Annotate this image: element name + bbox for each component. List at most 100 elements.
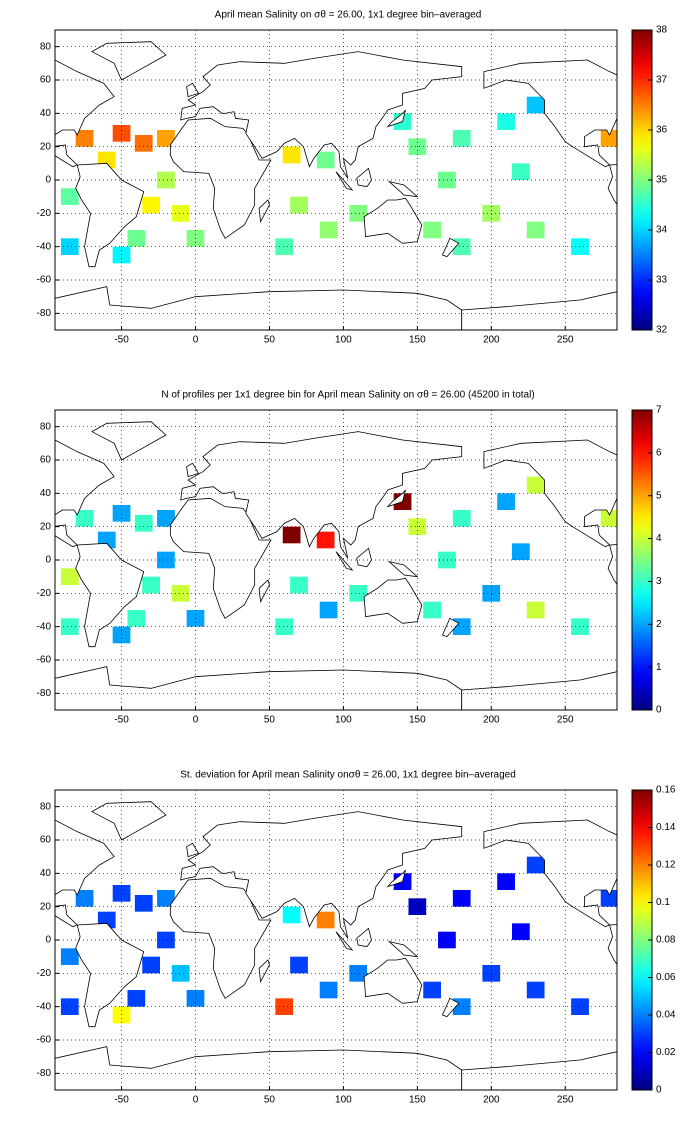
data-cell xyxy=(290,196,308,214)
y-tick-label: 80 xyxy=(40,801,52,812)
coastline xyxy=(55,41,463,330)
data-cell xyxy=(60,948,79,965)
x-tick-label: 150 xyxy=(409,335,426,346)
colorbar-tick-label: 0.16 xyxy=(656,785,676,796)
map-area xyxy=(55,420,617,710)
data-cell xyxy=(438,171,456,189)
data-cell xyxy=(127,990,146,1007)
data-cell xyxy=(423,601,442,619)
data-cell xyxy=(290,956,308,974)
data-cell xyxy=(112,125,131,142)
coastline xyxy=(55,420,463,710)
colorbar xyxy=(631,409,653,711)
data-cell xyxy=(157,551,175,569)
data-cell xyxy=(142,956,161,974)
data-cell xyxy=(60,188,79,205)
y-tick-label: -60 xyxy=(37,1035,52,1046)
data-cell xyxy=(134,895,153,912)
colorbar-tick-label: 0 xyxy=(656,705,662,716)
data-cell xyxy=(423,221,442,239)
colorbar-tick-label: 5 xyxy=(656,490,662,501)
data-cell xyxy=(142,196,161,214)
data-cell xyxy=(134,515,153,532)
data-cell xyxy=(75,510,94,527)
y-tick-label: 60 xyxy=(40,835,52,846)
y-tick-label: 20 xyxy=(40,901,52,912)
x-tick-label: 200 xyxy=(483,715,500,726)
map-area xyxy=(55,801,617,1090)
colorbar-tick-label: 35 xyxy=(656,175,668,186)
data-cell xyxy=(275,618,294,635)
data-cell xyxy=(112,885,131,902)
x-tick-label: -50 xyxy=(114,715,129,726)
data-cell xyxy=(319,601,338,619)
x-tick-label: 200 xyxy=(483,1095,500,1106)
colorbar-tick-label: 0.12 xyxy=(656,860,676,871)
data-cell xyxy=(600,890,617,907)
data-cell xyxy=(275,998,294,1015)
x-tick-label: 50 xyxy=(264,335,276,346)
colorbar-tick-label: 32 xyxy=(656,325,668,336)
data-cell xyxy=(290,576,308,594)
colorbar-tick-label: 36 xyxy=(656,125,668,136)
data-cell xyxy=(171,205,190,222)
y-tick-label: -20 xyxy=(37,208,52,219)
data-cell xyxy=(157,510,175,527)
data-cell xyxy=(526,601,545,619)
y-tick-label: 0 xyxy=(45,935,51,946)
x-tick-label: 0 xyxy=(193,715,199,726)
data-cell xyxy=(316,911,335,929)
y-tick-label: -80 xyxy=(37,308,52,319)
y-tick-label: 80 xyxy=(40,41,52,52)
x-tick-label: 200 xyxy=(483,335,500,346)
y-tick-label: 40 xyxy=(40,108,52,119)
colorbar-tick-label: 0.04 xyxy=(656,1010,676,1021)
data-cell xyxy=(142,576,161,594)
data-cell xyxy=(171,585,190,602)
data-cell xyxy=(282,906,301,924)
data-cell xyxy=(438,931,456,949)
data-cell xyxy=(319,981,338,999)
colorbar-tick-label: 0.02 xyxy=(656,1047,676,1058)
data-cell xyxy=(497,493,515,510)
x-tick-label: -50 xyxy=(114,1095,129,1106)
colorbar-tick-label: 4 xyxy=(656,533,662,544)
data-cell xyxy=(157,890,175,907)
y-tick-label: -60 xyxy=(37,655,52,666)
data-cell xyxy=(275,238,294,255)
y-tick-label: 20 xyxy=(40,141,52,152)
y-tick-label: 0 xyxy=(45,175,51,186)
y-tick-label: -80 xyxy=(37,1068,52,1079)
data-cell xyxy=(511,543,530,560)
x-tick-label: 150 xyxy=(409,715,426,726)
data-cell xyxy=(316,151,335,169)
y-tick-label: 60 xyxy=(40,75,52,86)
colorbar-tick-label: 0.08 xyxy=(656,935,676,946)
y-tick-label: 40 xyxy=(40,868,52,879)
data-cell xyxy=(452,890,471,907)
data-cell xyxy=(319,221,338,239)
data-cell xyxy=(157,171,175,189)
data-cell xyxy=(75,890,94,907)
data-cell xyxy=(571,238,589,255)
x-tick-label: 0 xyxy=(193,1095,199,1106)
map-area xyxy=(55,41,617,330)
y-tick-label: -60 xyxy=(37,275,52,286)
data-cell xyxy=(526,476,545,494)
y-tick-label: -20 xyxy=(37,968,52,979)
data-cell xyxy=(571,998,589,1015)
colorbar-tick-label: 0.14 xyxy=(656,822,676,833)
data-cell xyxy=(526,981,545,999)
x-tick-label: 0 xyxy=(193,335,199,346)
data-cell xyxy=(452,510,471,527)
colorbar-tick-label: 38 xyxy=(656,25,668,36)
y-tick-label: 60 xyxy=(40,455,52,466)
panel-title: N of profiles per 1x1 degree bin for Apr… xyxy=(161,390,534,401)
x-tick-label: 250 xyxy=(557,335,574,346)
y-tick-label: -40 xyxy=(37,241,52,252)
y-tick-label: -40 xyxy=(37,621,52,632)
data-cell xyxy=(134,135,153,152)
x-tick-label: 250 xyxy=(557,1095,574,1106)
data-cell xyxy=(157,931,175,949)
colorbar-tick-label: 0.06 xyxy=(656,972,676,983)
